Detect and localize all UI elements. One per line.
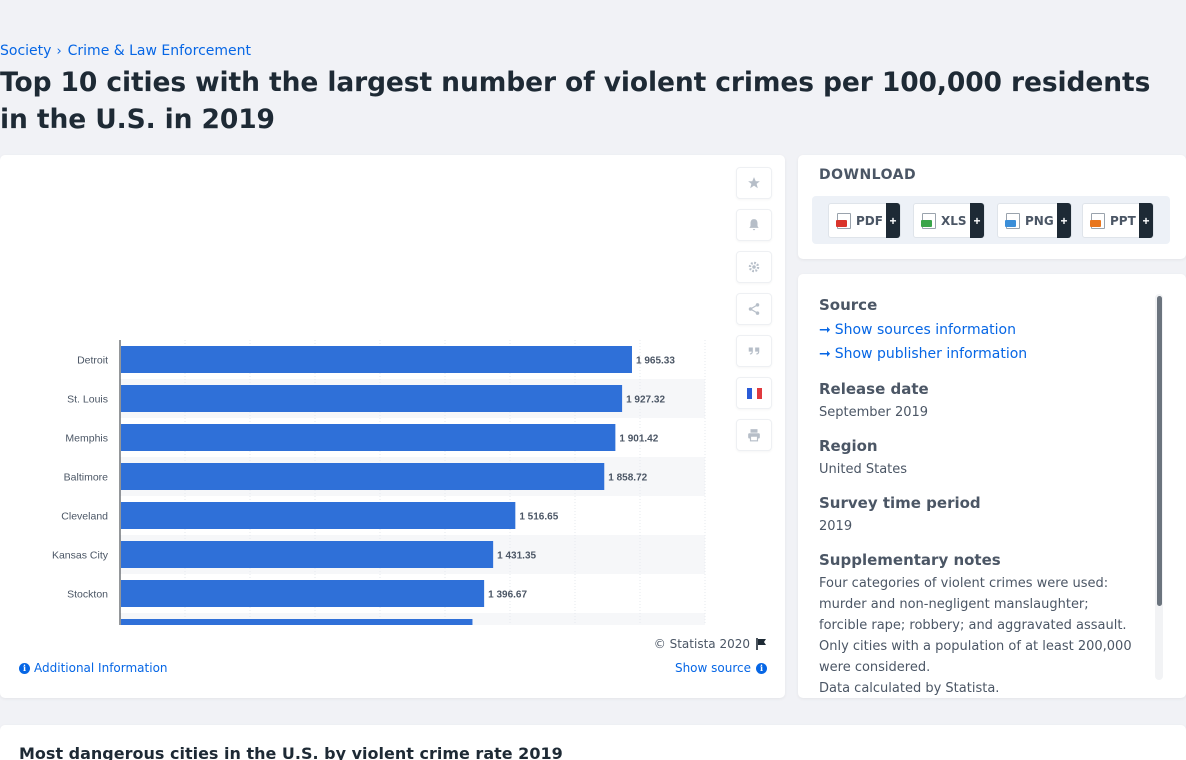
statistic-details-card: Source ➞ Show sources information ➞ Show…: [798, 274, 1186, 698]
download-xls-label: XLS: [941, 213, 967, 228]
download-buttons: PDF + XLS + PNG + PPT +: [812, 196, 1170, 244]
ppt-plus-icon[interactable]: +: [1139, 203, 1153, 238]
value-label: 1 431.35: [497, 551, 536, 562]
source-heading: Source: [819, 296, 878, 314]
bar-chart: Detroit 1 965.33 St. Louis 1 927.32 Memphis 1…: [52, 340, 706, 625]
bar-detroit: [121, 346, 632, 373]
category-label: St. Louis: [67, 394, 108, 406]
settings-button[interactable]: [736, 251, 772, 283]
supplementary-notes-1: Four categories of violent crimes were u…: [819, 576, 1127, 633]
supplementary-notes-3: Data calculated by Statista.: [819, 681, 1000, 696]
chart-card: Detroit 1 965.33 St. Louis 1 927.32 Memphis 1…: [0, 155, 785, 698]
print-icon: [748, 429, 760, 442]
pdf-plus-icon[interactable]: +: [886, 203, 900, 238]
breadcrumb: Society › Crime & Law Enforcement: [0, 43, 251, 59]
chart-toolbar: [736, 167, 772, 461]
download-ppt-label: PPT: [1110, 213, 1136, 228]
bell-icon: [749, 219, 759, 231]
additional-information-label: Additional Information: [34, 661, 168, 675]
bar-cleveland: [121, 502, 516, 529]
related-statistic-title[interactable]: Most dangerous cities in the U.S. by vio…: [19, 744, 563, 760]
bar-albuquerque: [121, 619, 473, 625]
supplementary-notes-heading: Supplementary notes: [819, 551, 1001, 569]
value-label: 1 396.67: [488, 590, 527, 601]
notification-button[interactable]: [736, 209, 772, 241]
value-label: 1 858.72: [608, 473, 647, 484]
related-statistic-card: Most dangerous cities in the U.S. by vio…: [0, 725, 1186, 760]
bar-stockton: [121, 580, 485, 607]
bar-memphis: [121, 424, 616, 451]
flag-icon[interactable]: [756, 638, 767, 650]
png-file-icon: [1005, 212, 1020, 229]
breadcrumb-society[interactable]: Society: [0, 43, 52, 59]
png-plus-icon[interactable]: +: [1057, 203, 1071, 238]
region-value: United States: [819, 462, 908, 477]
category-label: Detroit: [77, 355, 108, 367]
additional-information-link[interactable]: i Additional Information: [19, 661, 168, 675]
statistic-details: Source ➞ Show sources information ➞ Show…: [819, 296, 1139, 698]
value-label: 1 927.32: [626, 395, 665, 406]
breadcrumb-crime-law[interactable]: Crime & Law Enforcement: [67, 43, 251, 59]
language-button[interactable]: [736, 377, 772, 409]
top-nav-bar: [0, 0, 1186, 36]
star-icon: [748, 177, 760, 189]
release-date-value: September 2019: [819, 405, 929, 420]
download-png-label: PNG: [1025, 213, 1054, 228]
region-heading: Region: [819, 437, 878, 455]
share-icon: [748, 303, 760, 315]
xls-plus-icon[interactable]: +: [970, 203, 984, 238]
share-button[interactable]: [736, 293, 772, 325]
survey-period-heading: Survey time period: [819, 494, 981, 512]
pdf-file-icon: [836, 212, 851, 229]
value-label: 1 516.65: [519, 512, 558, 523]
bar-baltimore: [121, 463, 605, 490]
page-title: Top 10 cities with the largest number of…: [0, 67, 1151, 135]
value-label: 1 965.33: [636, 356, 675, 367]
details-scrollbar-thumb[interactable]: [1157, 296, 1162, 606]
quote-icon: [748, 347, 760, 355]
flag-fr-icon: [746, 387, 762, 399]
category-label: Kansas City: [52, 550, 109, 562]
chevron-right-icon: ›: [56, 43, 62, 59]
show-publisher-label: Show publisher information: [834, 346, 1028, 362]
download-title: DOWNLOAD: [819, 167, 917, 183]
download-png-button[interactable]: PNG +: [997, 203, 1072, 238]
ppt-file-icon: [1090, 212, 1105, 229]
cite-button[interactable]: [736, 335, 772, 367]
info-icon: i: [756, 662, 767, 674]
download-ppt-button[interactable]: PPT +: [1082, 203, 1154, 238]
show-sources-label: Show sources information: [834, 322, 1016, 338]
value-label: 1 901.42: [619, 434, 658, 445]
show-source-link[interactable]: Show source i: [675, 661, 767, 675]
show-publisher-link[interactable]: ➞ Show publisher information: [819, 342, 1139, 366]
release-date-heading: Release date: [819, 380, 929, 398]
bar-kansas-city: [121, 541, 494, 568]
category-label: Memphis: [65, 433, 108, 445]
arrow-right-icon: ➞: [819, 322, 831, 338]
print-button[interactable]: [736, 419, 772, 451]
arrow-right-icon: ➞: [819, 346, 831, 362]
category-label: Cleveland: [61, 511, 108, 523]
favorite-button[interactable]: [736, 167, 772, 199]
gear-icon: [748, 261, 760, 273]
download-card: DOWNLOAD PDF + XLS + PNG + PPT +: [798, 155, 1186, 259]
info-icon: i: [19, 662, 30, 674]
show-sources-link[interactable]: ➞ Show sources information: [819, 318, 1139, 342]
category-label: Stockton: [67, 589, 108, 601]
download-pdf-label: PDF: [856, 213, 883, 228]
download-pdf-button[interactable]: PDF +: [828, 203, 901, 238]
download-xls-button[interactable]: XLS +: [913, 203, 985, 238]
survey-period-value: 2019: [819, 519, 853, 534]
bar-st-louis: [121, 385, 623, 412]
copyright-text: © Statista 2020: [653, 637, 750, 651]
xls-file-icon: [921, 212, 936, 229]
category-label: Baltimore: [64, 472, 109, 484]
supplementary-notes-2: Only cities with a population of at leas…: [819, 639, 1132, 675]
show-source-label: Show source: [674, 661, 751, 675]
copyright-notice: © Statista 2020: [654, 637, 767, 651]
